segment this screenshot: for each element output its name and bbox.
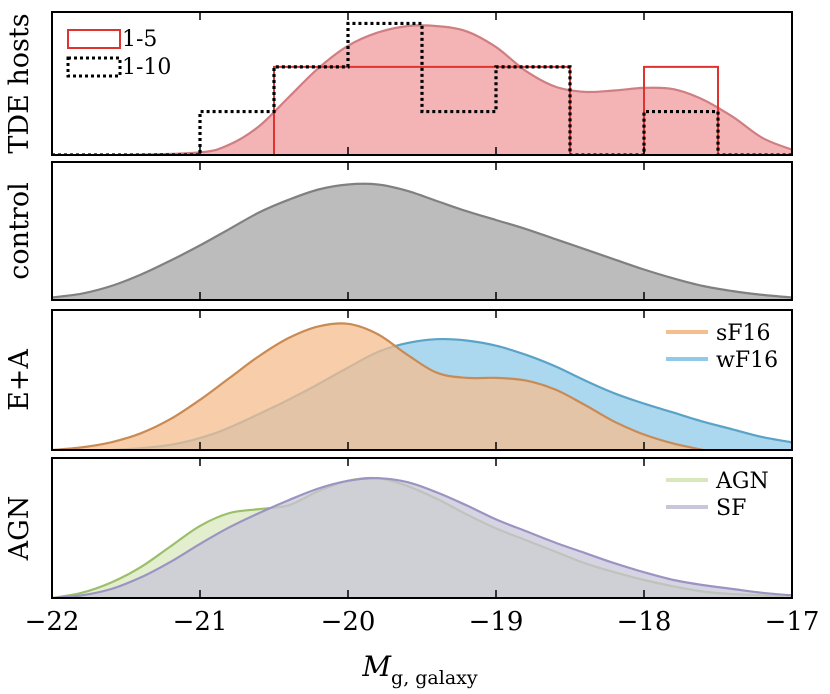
kde-area-control [52, 183, 792, 300]
kde-area-sf16 [52, 323, 704, 450]
panel-1: TDE hosts 1-5 1-10 [4, 11, 793, 156]
legend-label-1-5: 1-5 [122, 27, 157, 52]
legend-label-sf16: sF16 [716, 321, 771, 346]
kde-area-tde-hosts-kde [52, 25, 792, 155]
histogram-1-10 [52, 21, 792, 155]
legend-label-agn: AGN [715, 469, 769, 494]
legend-swatch-1-10 [66, 56, 122, 78]
kde-line-sf [52, 477, 792, 598]
x-axis-label: Mg, galaxy [361, 650, 478, 689]
x-tick-label: −20 [321, 607, 376, 637]
x-tick-label: −19 [469, 607, 524, 637]
panel-2: control [4, 161, 793, 301]
panel-frame-4 [51, 457, 793, 599]
kde-line-control [52, 182, 792, 299]
x-tick-label: −18 [617, 607, 672, 637]
panel-frame-2 [51, 161, 793, 301]
x-tick-label: −21 [173, 607, 228, 637]
kde-line-sf16 [52, 322, 704, 450]
kde-line-tde-hosts-kde [52, 24, 792, 155]
panel-ylabel-4: AGN [4, 496, 35, 562]
x-axis-label-subscript: g, galaxy [391, 667, 478, 689]
x-tick-label: −22 [25, 607, 80, 637]
x-axis: −22 −21 −20 −19 −18 −17 [25, 607, 820, 637]
legend-label-sf: SF [716, 496, 746, 521]
panel-ylabel-3: E+A [4, 349, 35, 411]
panel-ylabel-2: control [4, 182, 35, 279]
x-axis-label-main: M [361, 650, 392, 683]
panel-ylabel-1: TDE hosts [4, 13, 35, 153]
kde-area-sf [52, 478, 792, 598]
legend-swatch-1-5 [67, 29, 121, 49]
legend-label-1-10: 1-10 [122, 55, 171, 80]
x-tick-label: −17 [765, 607, 820, 637]
legend-label-wf16: wF16 [716, 348, 778, 373]
panel-frame-1 [51, 11, 793, 156]
panel-frame-3 [51, 309, 793, 451]
